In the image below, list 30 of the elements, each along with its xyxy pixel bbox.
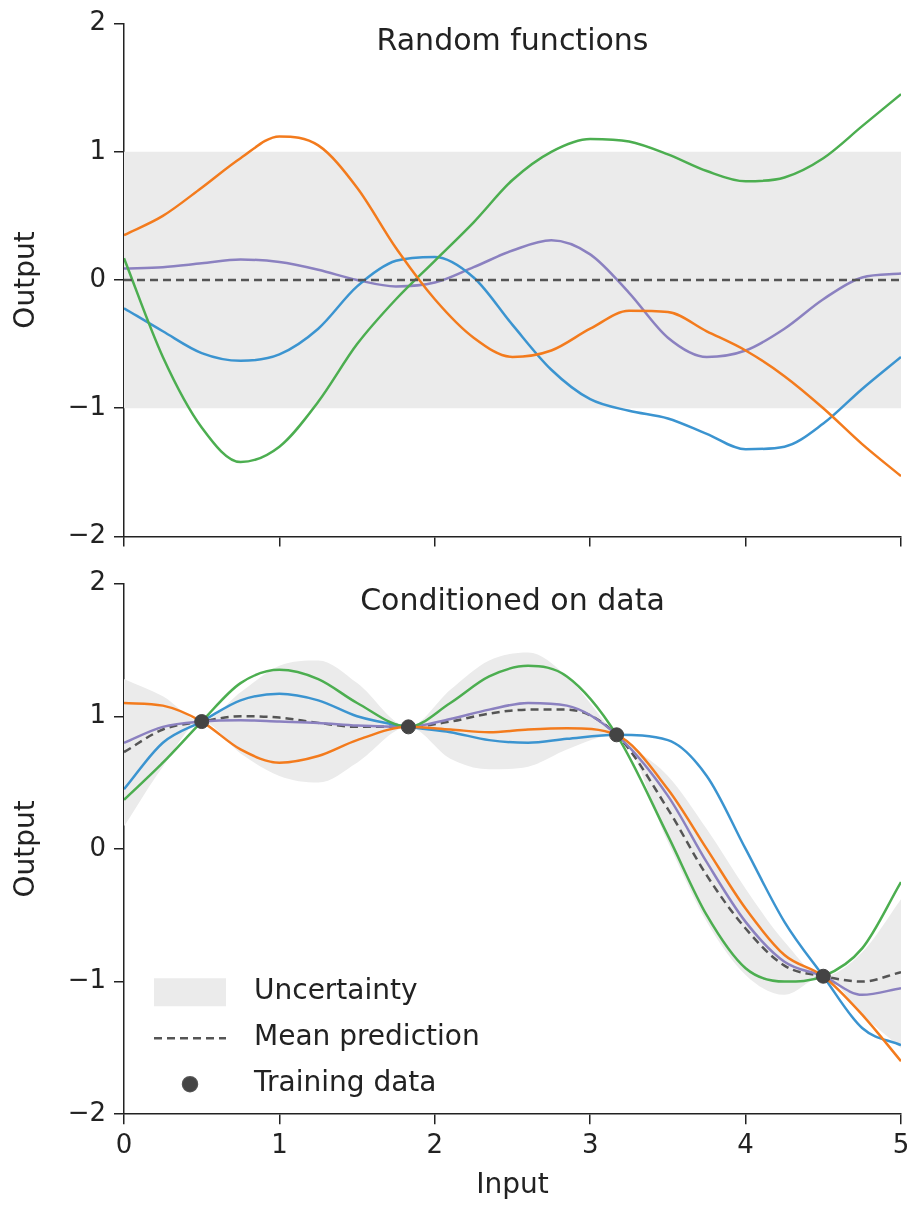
- legend-label: Training data: [253, 1065, 437, 1099]
- chart-title: Conditioned on data: [360, 582, 665, 618]
- y-tick-label: −1: [67, 964, 106, 995]
- chart-title: Random functions: [376, 22, 649, 58]
- x-tick-label: 2: [426, 1128, 444, 1159]
- y-tick-label: 0: [89, 262, 106, 293]
- legend-label: Mean prediction: [254, 1019, 480, 1053]
- line-series: [124, 255, 901, 451]
- x-tick-label: 4: [737, 1128, 754, 1159]
- legend-label: Uncertainty: [254, 973, 418, 1007]
- y-tick-label: −1: [67, 390, 106, 421]
- y-tick-label: 1: [89, 134, 106, 165]
- point: [815, 968, 831, 984]
- y-axis-title: Output: [8, 231, 42, 329]
- point: [609, 727, 625, 743]
- y-tick-label: 2: [89, 566, 106, 597]
- x-tick-label: 5: [892, 1128, 910, 1159]
- x-tick-label: 1: [271, 1128, 288, 1159]
- x-axis-title: Input: [476, 1167, 549, 1201]
- point: [400, 719, 416, 735]
- x-tick-label: 0: [115, 1128, 133, 1159]
- x-tick-label: 3: [581, 1128, 599, 1159]
- point: [194, 714, 210, 730]
- line-series: [124, 239, 901, 359]
- y-tick-label: 1: [89, 699, 106, 729]
- y-tick-label: −2: [67, 1096, 106, 1127]
- y-tick-label: 0: [89, 831, 106, 862]
- y-tick-label: −2: [67, 519, 106, 550]
- y-tick-label: 2: [89, 6, 106, 37]
- y-axis-title: Output: [8, 800, 42, 898]
